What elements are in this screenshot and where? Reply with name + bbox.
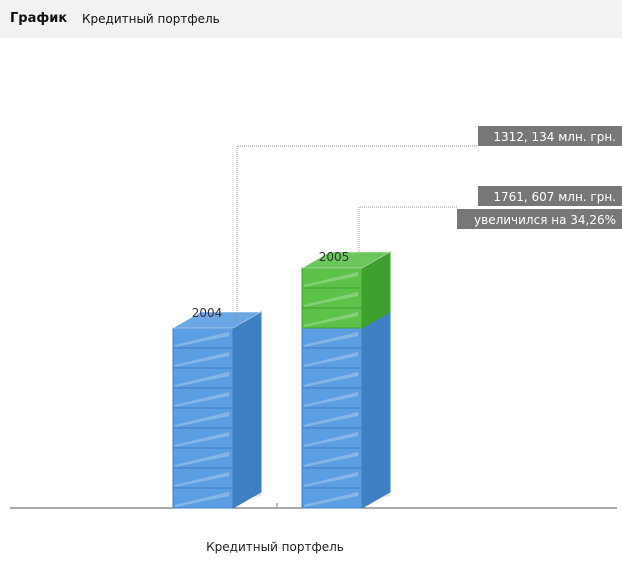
bar-block-gloss-2004-8: [175, 352, 229, 367]
bar-block-gloss-2005-9: [304, 332, 358, 347]
bar-block-gloss-2005-11: [304, 292, 358, 307]
bar-block-gloss-2004-9: [175, 332, 229, 347]
bar-block-gloss-2005-7: [304, 372, 358, 387]
bar-block-gloss-2005-4: [304, 432, 358, 447]
bar-top-2004: [172, 311, 262, 329]
bar-block-gloss-2005-3: [304, 452, 358, 467]
category-label-2004: 2004: [192, 306, 223, 320]
value-tag-2004: 1312, 134 млн. грн.: [493, 130, 616, 144]
bar-block-gloss-2004-5: [175, 412, 229, 427]
bar-block-gloss-2005-2: [304, 472, 358, 487]
leader-line-2005: [358, 206, 457, 266]
leader-line-2004: [236, 145, 478, 321]
header-bar: График Кредитный портфель: [0, 0, 622, 38]
bar-block-gloss-2005-6: [304, 392, 358, 407]
increase-tag: увеличился на 34,26%: [474, 213, 616, 227]
chart-canvas: Кредитный портфель 2004 2005 1312, 134 м…: [10, 126, 622, 554]
header-subtitle: Кредитный портфель: [82, 12, 220, 26]
bar-block-gloss-2005-1: [304, 492, 358, 507]
bar-block-gloss-2004-1: [175, 492, 229, 507]
header-title: График: [10, 11, 68, 26]
bar-block-gloss-2004-7: [175, 372, 229, 387]
bar-top-2005: [301, 251, 391, 269]
bar-block-gloss-2005-5: [304, 412, 358, 427]
increase-tag-bg: [457, 209, 622, 229]
bar-block-gloss-2004-4: [175, 432, 229, 447]
bar-block-gloss-2004-2: [175, 472, 229, 487]
value-tag-2005: 1761, 607 млн. грн.: [493, 190, 616, 204]
value-tag-2004-bg: [478, 126, 622, 146]
bar-block-gloss-2005-12: [304, 272, 358, 287]
category-label-2005: 2005: [319, 250, 350, 264]
bar-block-gloss-2004-6: [175, 392, 229, 407]
bar-block-gloss-2005-8: [304, 352, 358, 367]
bar-block-gloss-2004-3: [175, 452, 229, 467]
bar-block-gloss-2005-10: [304, 312, 358, 327]
value-tag-2005-bg: [478, 186, 622, 206]
bars-layer: [172, 251, 391, 509]
x-axis-label: Кредитный портфель: [206, 540, 344, 554]
